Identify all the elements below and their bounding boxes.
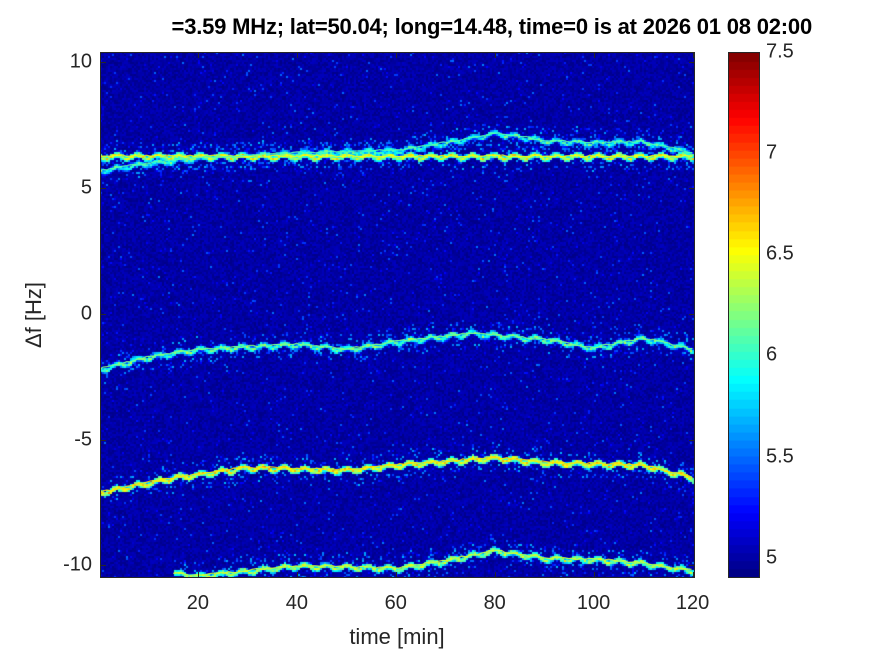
x-tick-label: 20 [186, 592, 210, 614]
x-tick-label: 100 [576, 592, 611, 614]
x-tick-mark [494, 52, 496, 58]
y-tick-label: 0 [80, 302, 92, 325]
y-tick-label: -5 [74, 428, 92, 451]
x-tick-mark [296, 52, 298, 58]
x-tick-label: 40 [285, 592, 308, 614]
colorbar [728, 52, 760, 578]
x-tick-mark [197, 52, 199, 58]
y-tick-label: 10 [69, 50, 92, 73]
y-tick-mark [689, 439, 695, 441]
y-tick-mark [100, 187, 106, 189]
x-tick-mark [692, 52, 694, 58]
x-tick-mark [692, 572, 694, 578]
trace-line-1 [100, 132, 693, 172]
y-tick-mark [100, 62, 106, 64]
colorbar-tick-label: 5.5 [766, 445, 794, 468]
y-tick-label: -10 [63, 553, 92, 576]
x-tick-mark [395, 572, 397, 578]
y-tick-label: 5 [80, 176, 92, 199]
y-tick-mark [100, 439, 106, 441]
y-tick-mark [100, 565, 106, 567]
x-tick-mark [197, 572, 199, 578]
trace-line-4 [173, 549, 692, 577]
plot-area [100, 52, 695, 578]
x-tick-mark [395, 52, 397, 58]
colorbar-tick-label: 7.5 [766, 40, 794, 63]
x-tick-label: 80 [483, 592, 506, 614]
y-tick-mark [100, 313, 106, 315]
colorbar-tick-label: 6 [766, 343, 778, 366]
y-tick-mark [689, 62, 695, 64]
trace-overlay [100, 132, 693, 577]
x-tick-mark [593, 572, 595, 578]
y-tick-mark [689, 565, 695, 567]
trace-line-3 [100, 456, 693, 493]
chart-title: =3.59 MHz; lat=50.04; long=14.48, time=0… [171, 14, 813, 39]
x-tick-mark [296, 572, 298, 578]
trace-line-0 [100, 154, 693, 158]
y-tick-mark [689, 187, 695, 189]
spectrogram-heatmap [100, 52, 695, 578]
y-axis-label: Δf [Hz] [21, 281, 46, 349]
x-axis-label: time [min] [349, 624, 445, 649]
x-tick-label: 60 [384, 592, 407, 614]
x-tick-label: 120 [675, 592, 710, 614]
x-tick-mark [494, 572, 496, 578]
y-tick-mark [689, 313, 695, 315]
colorbar-tick-label: 5 [766, 546, 778, 569]
x-tick-mark [593, 52, 595, 58]
trace-line-2 [100, 332, 693, 370]
colorbar-tick-label: 6.5 [766, 242, 794, 265]
colorbar-tick-label: 7 [766, 141, 778, 164]
